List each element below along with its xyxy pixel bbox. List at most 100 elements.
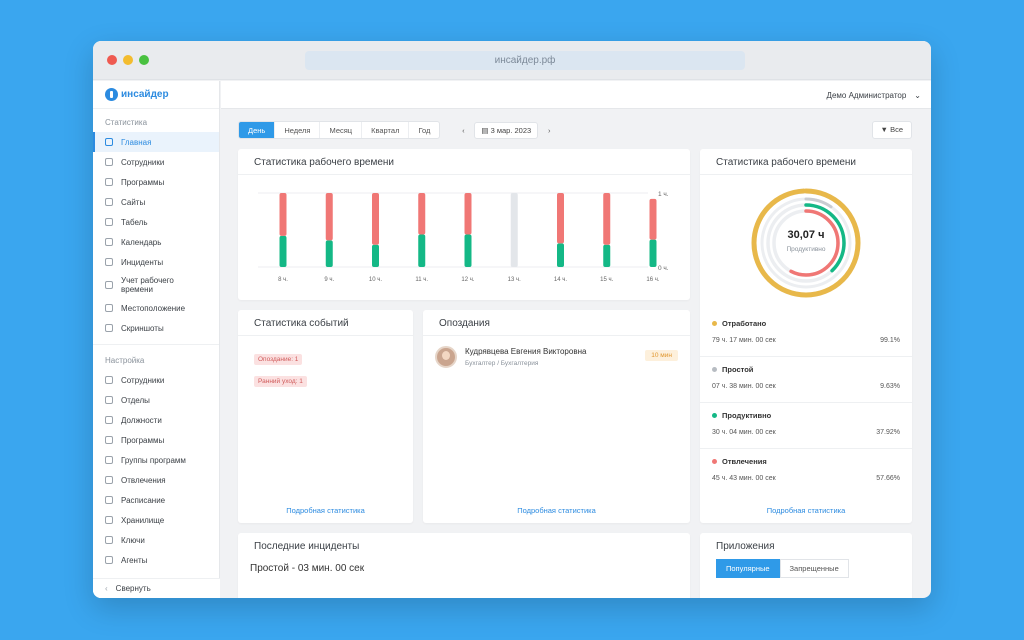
sidebar-item-label: Агенты xyxy=(121,555,148,565)
legend-dot-icon xyxy=(712,459,717,464)
late-employee-name: Кудрявцева Евгения Викторовна xyxy=(465,347,587,356)
ring-details-link[interactable]: Подробная статистика xyxy=(766,506,846,515)
period-toolbar: День Неделя Месяц Квартал Год ‹ ▤ 3 мар. 202… xyxy=(238,121,556,139)
x-tick-label: 12 ч. xyxy=(461,277,474,283)
late-duration-badge: 10 мин xyxy=(645,350,678,361)
late-details-link[interactable]: Подробная статистика xyxy=(517,506,596,515)
filter-icon: ▼ xyxy=(880,125,891,134)
stat-name: Простой xyxy=(722,365,754,374)
bar-4-series-1 xyxy=(464,193,472,235)
key-icon xyxy=(105,536,113,544)
url-bar[interactable]: инсайдер.рф xyxy=(305,51,745,70)
x-tick-label: 9 ч. xyxy=(324,277,334,283)
minimize-window-button[interactable] xyxy=(123,55,133,65)
sidebar-settings-item-7[interactable]: Хранилище xyxy=(93,510,219,530)
distraction-icon xyxy=(105,476,113,484)
work-summary-title: Статистика рабочего времени xyxy=(700,149,912,175)
positions-icon xyxy=(105,416,113,424)
incident-item[interactable]: Простой - 03 мин. 00 сек xyxy=(250,563,365,574)
time-stats-list: Отработано 79 ч. 17 мин. 00 сек 99.1% Прост… xyxy=(700,311,912,495)
sidebar-stats-item-4[interactable]: Табель xyxy=(93,212,219,232)
ring-arc-2 xyxy=(766,203,846,283)
x-tick-label: 15 ч. xyxy=(600,277,613,283)
sidebar-settings-item-0[interactable]: Сотрудники xyxy=(93,370,219,390)
sidebar-item-label: Сайты xyxy=(121,197,146,207)
logo[interactable]: инсайдер xyxy=(93,81,219,109)
sidebar-stats-list: Главная Сотрудники Программы Сайты Табель Кал… xyxy=(93,132,219,338)
maximize-window-button[interactable] xyxy=(139,55,149,65)
stat-time: 79 ч. 17 мин. 00 сек xyxy=(712,337,776,344)
filter-button[interactable]: ▼ Все xyxy=(871,121,912,139)
bar-2-series-0 xyxy=(372,244,379,267)
sidebar-item-label: Отделы xyxy=(121,395,150,405)
y-tick-label-bottom: 0 ч. xyxy=(658,265,669,272)
sidebar-stats-item-9[interactable]: Скриншоты xyxy=(93,318,219,338)
ring-center-label: Продуктивно xyxy=(786,246,826,253)
y-tick-label-top: 1 ч. xyxy=(658,191,669,198)
sidebar-settings-item-4[interactable]: Группы программ xyxy=(93,450,219,470)
period-tab-1[interactable]: Неделя xyxy=(275,122,321,138)
bar-8-series-1 xyxy=(649,198,657,240)
sidebar-settings-item-2[interactable]: Должности xyxy=(93,410,219,430)
sidebar-settings-item-9[interactable]: Агенты xyxy=(93,550,219,570)
sidebar-settings-item-5[interactable]: Отвлечения xyxy=(93,470,219,490)
ring-arc-1 xyxy=(760,197,852,289)
x-tick-label: 10 ч. xyxy=(369,277,382,283)
sidebar-settings-item-1[interactable]: Отделы xyxy=(93,390,219,410)
sidebar-stats-item-8[interactable]: Местоположение xyxy=(93,298,219,318)
stat-name: Продуктивно xyxy=(722,411,772,420)
x-tick-label: 11 ч. xyxy=(415,277,428,283)
legend-dot-icon xyxy=(712,321,717,326)
stat-values: 45 ч. 43 мин. 00 сек 57.66% xyxy=(712,475,900,482)
time-stat-2: Продуктивно 30 ч. 04 мин. 00 сек 37.92% xyxy=(700,403,912,449)
sidebar-stats-item-3[interactable]: Сайты xyxy=(93,192,219,212)
sidebar-item-label: Инциденты xyxy=(121,257,164,267)
period-tab-0[interactable]: День xyxy=(239,122,276,138)
sidebar-item-label: Главная xyxy=(121,137,152,147)
sidebar-stats-item-2[interactable]: Программы xyxy=(93,172,219,192)
stat-name: Отработано xyxy=(722,319,767,328)
sidebar-section-stats: Статистика xyxy=(105,118,148,127)
bar-5-series-2 xyxy=(510,193,518,267)
sidebar-stats-item-1[interactable]: Сотрудники xyxy=(93,152,219,172)
period-tab-4[interactable]: Год xyxy=(418,126,431,135)
period-tab-2[interactable]: Месяц xyxy=(320,122,363,138)
ring-arc-3 xyxy=(772,209,840,277)
tab-forbidden[interactable]: Запрещенные xyxy=(779,559,849,578)
date-picker[interactable]: ▤ 3 мар. 2023 xyxy=(474,121,539,139)
date-value: 3 мар. 2023 xyxy=(490,125,532,135)
sidebar-settings-item-8[interactable]: Ключи xyxy=(93,530,219,550)
agent-icon xyxy=(105,556,113,564)
x-tick-label: 8 ч. xyxy=(278,277,288,283)
sidebar-settings-item-3[interactable]: Программы xyxy=(93,430,219,450)
x-tick-label: 14 ч. xyxy=(554,277,567,283)
storage-icon xyxy=(105,516,113,524)
sidebar-stats-item-0[interactable]: Главная xyxy=(93,132,219,152)
events-details-link[interactable]: Подробная статистика xyxy=(286,506,365,515)
bar-3-series-0 xyxy=(418,234,426,267)
sidebar-settings-item-6[interactable]: Расписание xyxy=(93,490,219,510)
stat-header: Продуктивно xyxy=(712,411,900,420)
prev-date-button[interactable]: ‹ xyxy=(462,125,465,135)
dashboard-icon xyxy=(105,138,113,146)
collapse-sidebar-button[interactable]: ‹ Свернуть xyxy=(93,578,220,598)
sidebar-item-label: Отвлечения xyxy=(121,475,166,485)
stat-time: 30 ч. 04 мин. 00 сек xyxy=(712,429,776,436)
stat-values: 79 ч. 17 мин. 00 сек 99.1% xyxy=(712,337,900,344)
chevron-left-icon: ‹ xyxy=(105,584,108,593)
work-time-card: Статистика рабочего времени 1 ч. 0 ч. 8 ч.… xyxy=(238,149,690,300)
ring-center-value: 30,07 ч xyxy=(787,229,825,241)
location-icon xyxy=(105,304,113,312)
period-tab-3[interactable]: Квартал xyxy=(362,122,410,138)
sidebar-stats-item-6[interactable]: Инциденты xyxy=(93,252,219,272)
user-menu[interactable]: Демо Администратор ⌄ xyxy=(827,81,921,109)
apps-tabs: Популярные Запрещенные xyxy=(716,559,896,578)
tab-popular[interactable]: Популярные xyxy=(716,559,780,578)
late-employee-row[interactable]: Кудрявцева Евгения Викторовна Бухгалтер … xyxy=(423,336,690,378)
close-window-button[interactable] xyxy=(107,55,117,65)
stat-percent: 99.1% xyxy=(880,337,900,344)
next-date-button[interactable]: › xyxy=(547,125,551,135)
sidebar-stats-item-5[interactable]: Календарь xyxy=(93,232,219,252)
sidebar-stats-item-7[interactable]: Учет рабочего времени xyxy=(93,272,219,298)
date-navigator: ‹ ▤ 3 мар. 2023 › xyxy=(456,121,556,139)
